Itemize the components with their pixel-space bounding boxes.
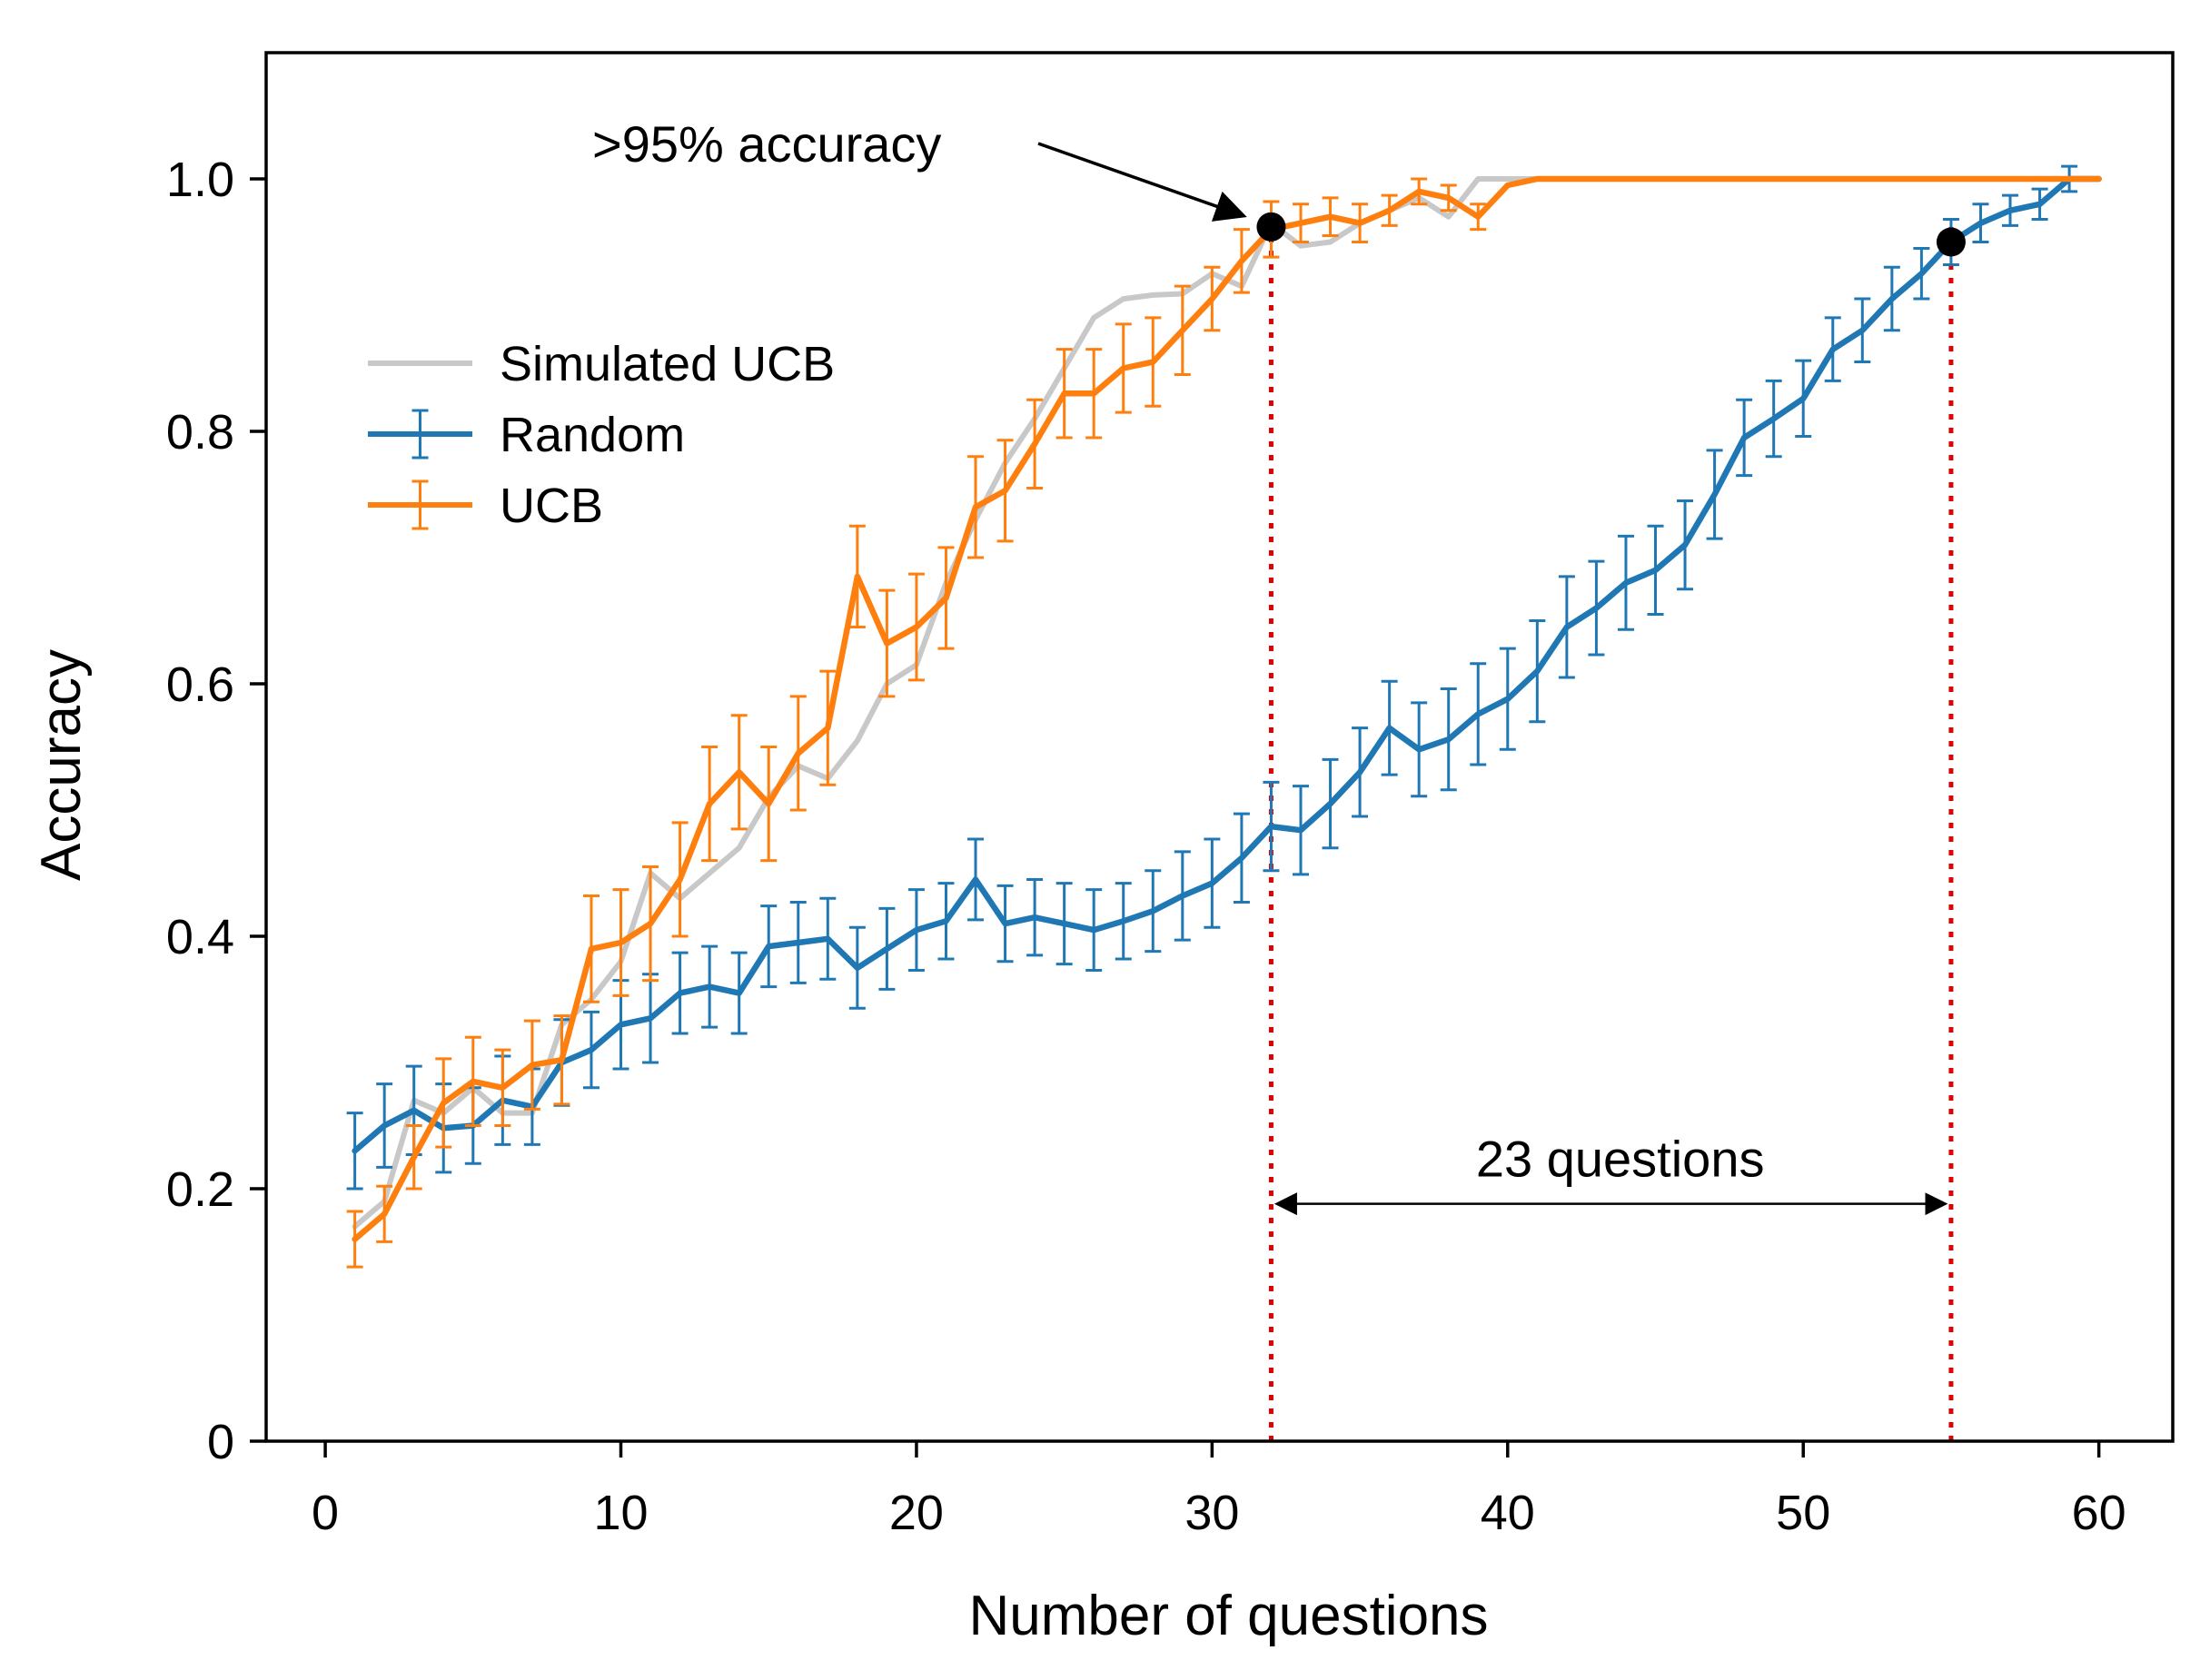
- plot-frame: [264, 51, 2175, 1443]
- axes: 0 10 20 30 40 50 60 0 0.2 0.4 0.6 0.8 1.0: [166, 51, 2175, 1540]
- threshold-marker-2: [1936, 227, 1966, 257]
- x-tick-label: 60: [2072, 1486, 2126, 1540]
- y-axis-label: Accuracy: [30, 649, 93, 881]
- y-tick-label: 0.8: [166, 405, 234, 460]
- x-tick-label: 30: [1184, 1486, 1239, 1540]
- legend-label-ucb: UCB: [500, 479, 603, 533]
- y-tick-label: 0.6: [166, 657, 234, 712]
- legend-item-simulated-ucb: Simulated UCB: [368, 337, 835, 391]
- plot-series: [346, 164, 2102, 1269]
- x-axis-label: Number of questions: [968, 1585, 1488, 1647]
- x-tick-label: 20: [889, 1486, 944, 1540]
- legend: Simulated UCB Random UCB: [368, 337, 835, 533]
- y-tick-label: 0.2: [166, 1162, 234, 1217]
- legend-label-random: Random: [500, 408, 685, 462]
- x-tick-label: 40: [1481, 1486, 1535, 1540]
- threshold-lines: [1268, 226, 1954, 1441]
- legend-item-ucb: UCB: [368, 479, 603, 533]
- accuracy-annotation-text: >95% accuracy: [592, 115, 941, 173]
- legend-item-random: Random: [368, 408, 685, 462]
- y-tick-label: 0.4: [166, 910, 234, 964]
- y-tick-label: 0: [207, 1415, 234, 1469]
- threshold-marker-1: [1256, 212, 1286, 242]
- y-tick-label: 1.0: [166, 153, 234, 207]
- threshold-markers: [1256, 212, 1966, 257]
- questions-span-text: 23 questions: [1476, 1131, 1765, 1188]
- random-line: [352, 175, 2102, 1154]
- series-random: [346, 164, 2102, 1191]
- x-tick-label: 10: [593, 1486, 648, 1540]
- series-ucb: [346, 175, 2102, 1269]
- legend-label-simulated-ucb: Simulated UCB: [500, 337, 835, 391]
- annotations: >95% accuracy 23 questions: [592, 115, 1948, 1216]
- x-tick-label: 0: [312, 1486, 339, 1540]
- ucb-line: [352, 175, 2102, 1242]
- accuracy-annotation-arrow: [1037, 142, 1247, 222]
- x-tick-label: 50: [1776, 1486, 1830, 1540]
